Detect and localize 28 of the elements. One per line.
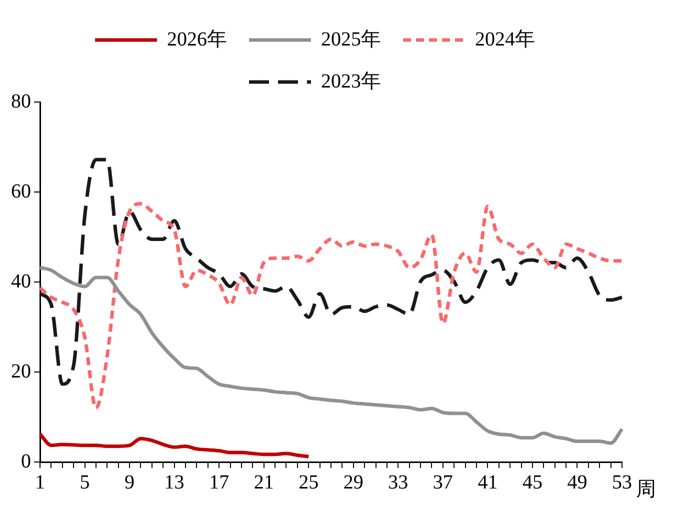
legend-label: 2023年: [321, 70, 381, 92]
y-tick-label: 20: [11, 360, 31, 382]
line-series: [38, 266, 624, 445]
y-tick-label: 0: [21, 450, 31, 472]
x-tick-label: 9: [124, 471, 135, 494]
x-tick-label: 5: [80, 471, 90, 494]
x-tick-label: 41: [478, 471, 498, 494]
y-tick-label: 40: [11, 270, 31, 292]
x-tick-label: 13: [164, 471, 184, 494]
line-series: [38, 202, 624, 410]
y-tick-label: 60: [11, 180, 31, 202]
x-tick-label: 29: [343, 471, 364, 494]
x-tick-label: 49: [567, 471, 588, 494]
line-series: [38, 432, 310, 458]
line-series: [38, 158, 624, 386]
x-tick-label: 53: [612, 471, 632, 494]
x-tick-label: 25: [298, 471, 319, 494]
y-tick-label: 80: [11, 90, 31, 112]
x-tick-label: 21: [254, 471, 274, 494]
legend-label: 2024年: [475, 28, 535, 50]
x-tick-label: 37: [432, 471, 453, 494]
legend-label: 2026年: [167, 28, 227, 50]
x-axis-title: 周: [636, 478, 656, 500]
x-tick-label: 45: [522, 471, 542, 494]
x-tick-label: 1: [35, 471, 45, 494]
legend-label: 2025年: [321, 28, 381, 50]
x-tick-label: 33: [388, 471, 408, 494]
x-tick-label: 17: [209, 471, 230, 494]
